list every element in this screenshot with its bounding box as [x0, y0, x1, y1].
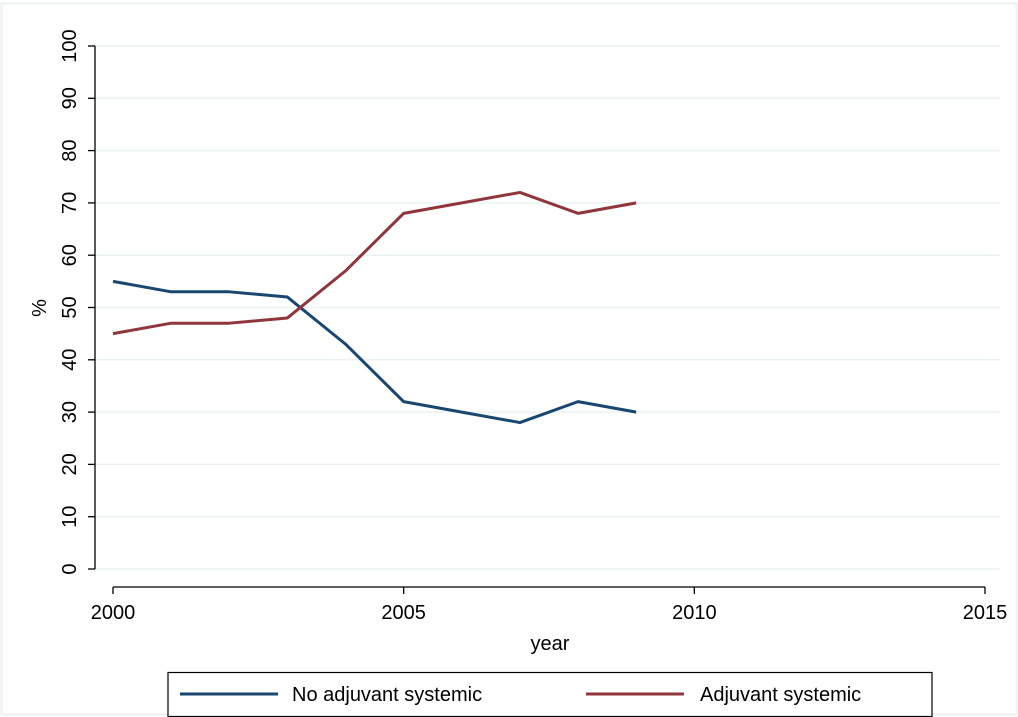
legend-box [167, 671, 933, 717]
y-tick-label-70: 70 [59, 192, 81, 214]
series-line-no-adjuvant-systemic [112, 279, 637, 425]
y-tick-label-0: 0 [59, 563, 81, 574]
y-axis-title: % [29, 299, 51, 317]
y-tick-label-80: 80 [59, 139, 81, 161]
x-tick-label-2010: 2010 [672, 602, 717, 624]
y-tick-label-50: 50 [59, 296, 81, 318]
tick-labels: 0 10 20 30 40 50 60 70 80 90 100 2000 2005 2010 2015 [59, 29, 1007, 624]
x-tick-label-2015: 2015 [963, 602, 1008, 624]
legend-label-no-adjuvant-systemic: No adjuvant systemic [292, 684, 482, 706]
y-tick-label-20: 20 [59, 453, 81, 475]
x-tick-label-2000: 2000 [91, 602, 136, 624]
series-line-adjuvant-systemic [112, 190, 637, 336]
y-tick-label-40: 40 [59, 349, 81, 371]
x-tick-label-2005: 2005 [381, 602, 426, 624]
y-tick-label-30: 30 [59, 401, 81, 423]
legend: No adjuvant systemic Adjuvant systemic [167, 671, 933, 717]
series-lines [112, 190, 637, 425]
y-tick-label-60: 60 [59, 244, 81, 266]
y-tick-label-10: 10 [59, 506, 81, 528]
y-tick-label-100: 100 [59, 29, 81, 62]
gridlines [95, 45, 1000, 570]
y-tick-label-90: 90 [59, 87, 81, 109]
x-axis-title: year [531, 633, 570, 655]
axes [88, 45, 986, 594]
legend-label-adjuvant-systemic: Adjuvant systemic [700, 684, 861, 706]
